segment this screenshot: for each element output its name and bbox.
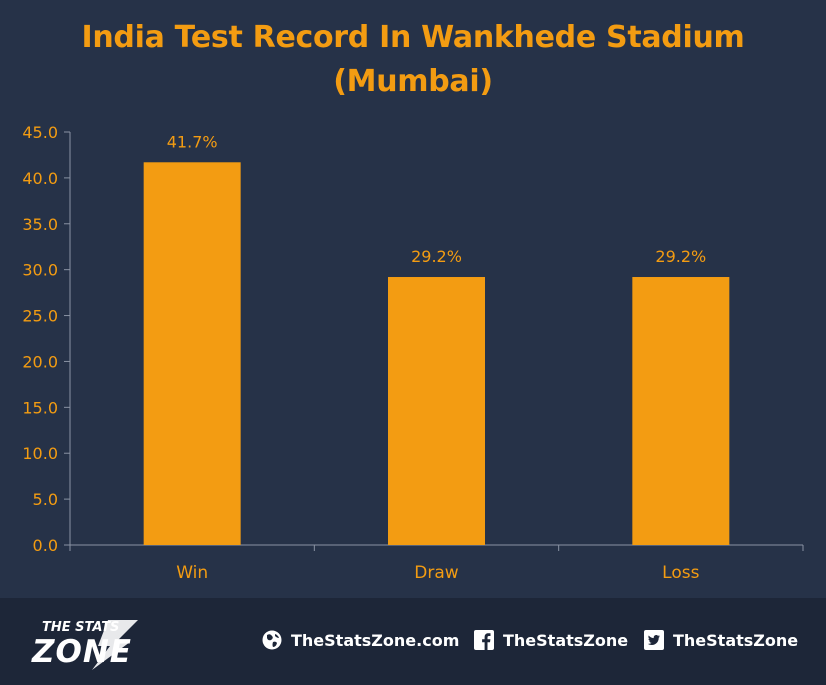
bar-loss	[632, 277, 730, 545]
chart-title-line-2: (Mumbai)	[333, 64, 493, 99]
footer-twitter[interactable]: TheStatsZone	[644, 628, 798, 652]
bar-chart: 0.0 5.0 10.0 15.0 20.0 25.0 30.0 35.0 40.0 45.0 41…	[22, 123, 804, 583]
footer-bar: THE STATS ZONE TheStatsZone.com TheStats…	[0, 598, 826, 685]
y-tick-label: 30.0	[22, 261, 58, 280]
twitter-icon	[644, 630, 664, 650]
category-label-draw: Draw	[414, 563, 458, 583]
logo-top-text: THE STATS	[42, 620, 119, 635]
footer-facebook[interactable]: TheStatsZone	[474, 628, 628, 652]
chart-area: India Test Record In Wankhede Stadium (M…	[0, 16, 826, 583]
facebook-icon	[474, 630, 494, 650]
y-tick-label: 15.0	[22, 398, 58, 417]
twitter-label: TheStatsZone	[673, 630, 799, 650]
y-tick-label: 20.0	[22, 352, 58, 371]
y-tick-label: 10.0	[22, 444, 58, 463]
y-tick-label: 45.0	[22, 123, 58, 142]
logo-bolt-icon	[92, 620, 138, 670]
y-tick-label: 0.0	[33, 536, 58, 555]
y-tick-label: 5.0	[33, 490, 58, 509]
globe-icon	[262, 630, 282, 650]
stats-zone-logo: THE STATS ZONE	[31, 620, 138, 670]
y-tick-label: 35.0	[22, 215, 58, 234]
data-label-win: 41.7%	[167, 132, 218, 151]
footer-website[interactable]: TheStatsZone.com	[262, 628, 459, 652]
bar-draw	[388, 277, 485, 545]
chart-title: India Test Record In Wankhede Stadium (M…	[0, 16, 826, 104]
category-label-win: Win	[176, 563, 208, 583]
data-label-draw: 29.2%	[411, 247, 462, 266]
y-tick-label: 40.0	[22, 169, 58, 188]
y-tick-label: 25.0	[22, 307, 58, 326]
website-label: TheStatsZone.com	[291, 630, 460, 650]
category-label-loss: Loss	[662, 563, 699, 583]
data-label-loss: 29.2%	[655, 247, 706, 266]
facebook-label: TheStatsZone	[503, 630, 629, 650]
chart-title-line-1: India Test Record In Wankhede Stadium	[81, 20, 745, 55]
bar-win	[143, 162, 241, 545]
